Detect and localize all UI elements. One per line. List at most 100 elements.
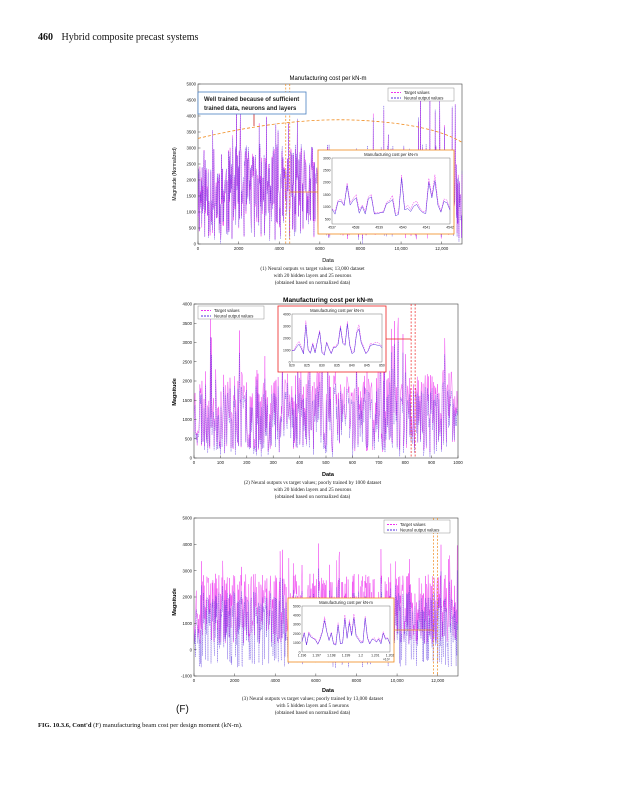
inset-x-tick-label: 835 [334, 364, 340, 368]
y-tick-label: 4000 [182, 542, 192, 547]
chart-2-caption: (2) Neural outputs vs target values; poo… [0, 480, 625, 501]
legend-label: Neural output values [400, 528, 439, 533]
x-tick-label: 600 [349, 460, 357, 465]
inset-y-tick-label: 1000 [323, 205, 331, 209]
chart-1-title: Manufacturing cost per kN-m [289, 76, 366, 82]
x-tick-label: 10,000 [394, 246, 408, 251]
inset-x-tick-label: 1.198 [327, 654, 336, 658]
x-tick-label: 12,000 [435, 246, 449, 251]
y-tick-label: 5000 [182, 516, 192, 521]
inset-x-tick-label: 4540 [399, 226, 407, 230]
inset-series-line [301, 613, 391, 645]
figure-caption: FIG. 10.3.6, Cont'd (F) manufacturing be… [38, 722, 243, 729]
inset-x-tick-label: 830 [319, 364, 325, 368]
legend-box [197, 305, 265, 320]
x-tick-label: 0 [193, 678, 196, 683]
inset-x-tick-label: 4542 [446, 226, 454, 230]
x-tick-label: 10,000 [390, 678, 404, 683]
inset-x-tick-label: 1.197 [312, 654, 321, 658]
chart-1-annotation-box: Well trained because of sufficient train… [197, 91, 307, 115]
inset-x-tick-label: 4541 [423, 226, 431, 230]
x-tick-label: 800 [402, 460, 410, 465]
y-tick-label: 3500 [182, 321, 192, 326]
chart-1: 0500100015002000250030003500400045005000… [172, 76, 463, 264]
chart-1-xlabel: Data [322, 258, 335, 264]
inset-x-tick-label: 845 [364, 364, 370, 368]
inset-y-tick-label: 0 [289, 360, 291, 364]
x-tick-label: 8000 [356, 246, 366, 251]
running-title: Hybrid composite precast systems [61, 32, 199, 43]
y-tick-label: 2000 [182, 595, 192, 600]
y-tick-label: 2000 [186, 178, 196, 183]
y-tick-label: 4500 [186, 98, 196, 103]
inset-x-tick-label: 1.201 [371, 654, 380, 658]
inset-title: Manufacturing cost per kN-m [310, 308, 364, 313]
x-tick-label: 700 [375, 460, 383, 465]
envelope-arc [197, 119, 463, 143]
y-tick-label: 3000 [182, 340, 192, 345]
x-tick-label: 1000 [453, 460, 463, 465]
legend-label: Target values [214, 308, 240, 313]
inset-y-tick-label: 2000 [283, 336, 291, 340]
inset-series-line [331, 178, 451, 217]
inset-x-tick-label: 850 [379, 364, 385, 368]
figure-label: FIG. 10.3.6, Cont'd [38, 722, 92, 729]
x-tick-label: 100 [217, 460, 225, 465]
y-tick-label: 1000 [182, 417, 192, 422]
chart-3-xlabel: Data [322, 688, 335, 694]
figure-caption-text: (F) manufacturing beam cost per design m… [93, 722, 243, 729]
x-tick-label: 12,000 [431, 678, 445, 683]
chart-1-caption: (1) Neural outputs vs target values; 13,… [0, 266, 625, 287]
chart-1-ylabel: Magnitude (Normalized) [172, 147, 178, 201]
y-tick-label: 1500 [186, 194, 196, 199]
chart-1-annotation-line1: Well trained because of sufficient [204, 97, 299, 103]
x-tick-label: 6000 [315, 246, 325, 251]
chart-2-ylabel: Magnitude [172, 378, 178, 406]
legend-box [387, 87, 455, 102]
inset-x-tick-label: 1.2 [358, 654, 363, 658]
y-tick-label: -1000 [181, 674, 193, 679]
inset-y-tick-label: 3000 [293, 623, 301, 627]
inset-title: Manufacturing cost per kN-m [364, 152, 418, 157]
x-tick-label: 0 [197, 246, 200, 251]
legend-box [383, 519, 451, 534]
chart-3-caption-line: with 5 hidden layers and 5 neurons [276, 703, 349, 709]
x-tick-label: 300 [270, 460, 278, 465]
inset-plot-area [291, 313, 383, 363]
y-tick-label: 1500 [182, 398, 192, 403]
x-tick-label: 2000 [234, 246, 244, 251]
y-tick-label: 3000 [182, 568, 192, 573]
panel-label: (F) [176, 704, 189, 715]
x-tick-label: 500 [322, 460, 330, 465]
chart-3-caption-line: (obtained based on normalized data) [274, 710, 351, 716]
y-tick-label: 3500 [186, 130, 196, 135]
y-tick-label: 4000 [186, 114, 196, 119]
chart-2-caption-line: (obtained based on normalized data) [274, 494, 351, 500]
legend-label: Neural output values [404, 96, 443, 101]
inset-title: Manufacturing cost per kN-m [319, 600, 373, 605]
x-tick-label: 6000 [311, 678, 321, 683]
running-header: 460 Hybrid composite precast systems [38, 32, 198, 43]
inset-y-tick-label: 5000 [293, 604, 301, 608]
x-tick-label: 200 [243, 460, 251, 465]
chart-1-caption-line: (1) Neural outputs vs target values; 13,… [260, 266, 365, 272]
x-tick-label: 4000 [270, 678, 280, 683]
y-tick-label: 500 [189, 226, 197, 231]
inset-y-tick-label: 0 [299, 650, 301, 654]
inset-y-tick-label: 3000 [283, 324, 291, 328]
x-tick-label: 8000 [352, 678, 362, 683]
legend-label: Target values [404, 90, 430, 95]
inset-x-tick-label: 1.202 [386, 654, 395, 658]
y-tick-label: 4000 [182, 302, 192, 307]
inset-x-tick-label: 1.196 [298, 654, 307, 658]
chart-2-caption-line: (2) Neural outputs vs target values; poo… [243, 480, 382, 486]
inset-y-tick-label: 1000 [283, 348, 291, 352]
inset-x-tick-label: 840 [349, 364, 355, 368]
y-tick-label: 0 [190, 456, 193, 461]
inset-x-tick-label: 825 [304, 364, 310, 368]
inset-y-tick-label: 4000 [283, 312, 291, 316]
y-tick-label: 0 [190, 647, 193, 652]
series-line-neural-output [193, 337, 459, 457]
x-tick-label: 900 [428, 460, 436, 465]
